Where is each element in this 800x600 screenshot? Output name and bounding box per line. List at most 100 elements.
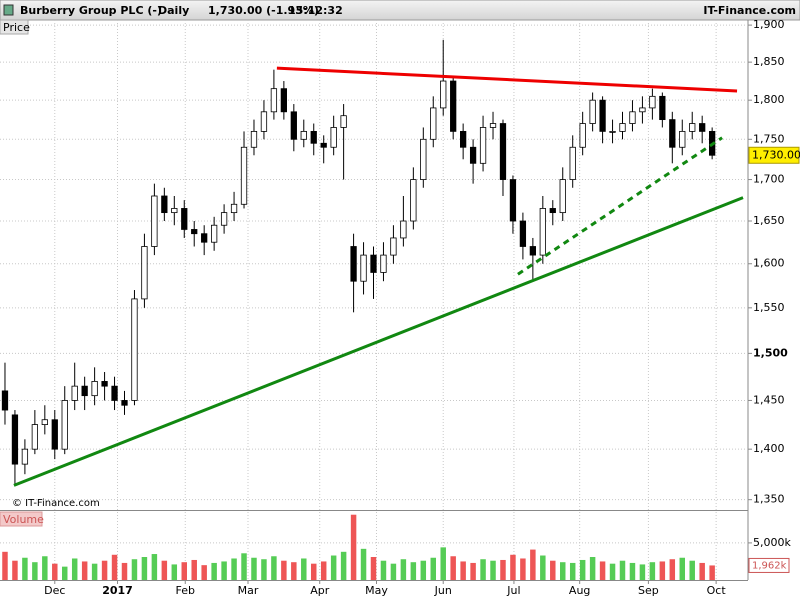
y-tick-label: 1,800 [753, 93, 785, 106]
candle-body [489, 123, 497, 128]
volume-bar [350, 514, 357, 580]
x-tick-label: Apr [310, 584, 330, 597]
candle-body [400, 220, 407, 239]
candle-body [559, 179, 566, 214]
volume-bar [301, 558, 307, 580]
x-tick-label: Jul [506, 584, 520, 597]
candle-body [1, 390, 9, 411]
y-tick-label: 1,350 [753, 493, 785, 506]
y-tick-label: 1,650 [753, 214, 785, 227]
x-tick-label: Aug [569, 584, 590, 597]
volume-bar [121, 562, 128, 580]
candle-body [519, 220, 527, 247]
price-label: Price [3, 21, 30, 34]
volume-bar [191, 559, 197, 580]
volume-bar [62, 566, 68, 580]
candle-body [509, 179, 517, 222]
candle-body [599, 99, 606, 132]
candle-body [230, 203, 238, 214]
candle-body [569, 146, 576, 180]
candle-body [220, 212, 228, 226]
volume-bar [291, 562, 297, 580]
volume-bar [171, 564, 178, 580]
volume-bar [689, 560, 695, 580]
time: 15:12:32 [288, 4, 343, 17]
y-tick-label: 1,550 [753, 301, 785, 314]
candle-body [619, 123, 626, 132]
candle-body [390, 237, 397, 256]
candle-body [41, 419, 48, 425]
header-bar [0, 0, 800, 21]
candle-body [320, 142, 327, 148]
chart-title: Burberry Group PLC (-) [20, 4, 162, 17]
y-tick-label: 1,900 [753, 18, 785, 31]
candle-body [410, 179, 417, 222]
x-tick-label: 2017 [102, 584, 133, 597]
volume-bar [490, 560, 496, 580]
volume-bar [81, 561, 88, 580]
candle-body [350, 246, 357, 282]
volume-bar [12, 560, 18, 580]
volume-bar [430, 557, 437, 580]
candle-body [440, 80, 447, 109]
x-tick-label: Oct [707, 584, 727, 597]
volume-bar [91, 563, 98, 580]
volume-bar [311, 563, 317, 580]
candle-body [191, 229, 198, 235]
volume-bar [390, 563, 397, 580]
candle-body [61, 400, 68, 450]
candle-body [270, 88, 278, 113]
volume-bar [360, 548, 367, 580]
candle-body [460, 130, 467, 148]
candle-body [499, 123, 507, 180]
volume-bar [450, 556, 456, 580]
candle-body [101, 381, 108, 387]
candle-body [260, 111, 268, 132]
candle-body [300, 130, 307, 140]
volume-bar [709, 565, 715, 580]
x-tick-label: Feb [176, 584, 195, 597]
volume-bar [460, 561, 466, 580]
candle-body [201, 233, 208, 243]
candle-body [71, 385, 78, 401]
candle-body [589, 99, 596, 124]
candle-body [380, 254, 387, 273]
volume-label-box [0, 511, 43, 527]
volume-bar [470, 562, 476, 580]
volume-bar [151, 554, 158, 580]
last-quote: 1,730.00 (-1.93%) [208, 4, 319, 17]
volume-bar [370, 557, 377, 580]
volume-bar [550, 560, 556, 580]
volume-bar [560, 562, 566, 580]
volume-bar [669, 559, 676, 580]
interval: Daily [158, 4, 189, 17]
y-tick-label: 1,600 [753, 257, 785, 270]
candle-body [370, 254, 377, 273]
volume-bar [42, 556, 48, 580]
volume-bar [141, 557, 148, 580]
candle-body [330, 127, 337, 148]
candle-body [699, 123, 706, 132]
candle-body [131, 298, 138, 401]
x-tick-label: Mar [238, 584, 259, 597]
y-tick-label: 1,850 [753, 55, 785, 68]
candle-body [211, 224, 218, 243]
volume-bar [589, 557, 596, 580]
price-label-box [0, 19, 29, 35]
volume-bar [410, 562, 417, 580]
candle-body [310, 130, 317, 144]
volume-bar [619, 560, 626, 580]
volume-bar [480, 559, 486, 580]
candle-body [91, 381, 98, 397]
volume-bar [241, 553, 247, 580]
header-icon [3, 4, 14, 16]
candle-body [430, 107, 437, 140]
volume-bar [500, 559, 506, 580]
candle-body [121, 400, 128, 406]
candle-body [51, 419, 58, 450]
x-tick-label: May [365, 584, 388, 597]
volume-bar [629, 562, 636, 580]
volume-bar [181, 562, 187, 580]
candle-body [240, 146, 248, 205]
volume-bar [340, 551, 347, 580]
